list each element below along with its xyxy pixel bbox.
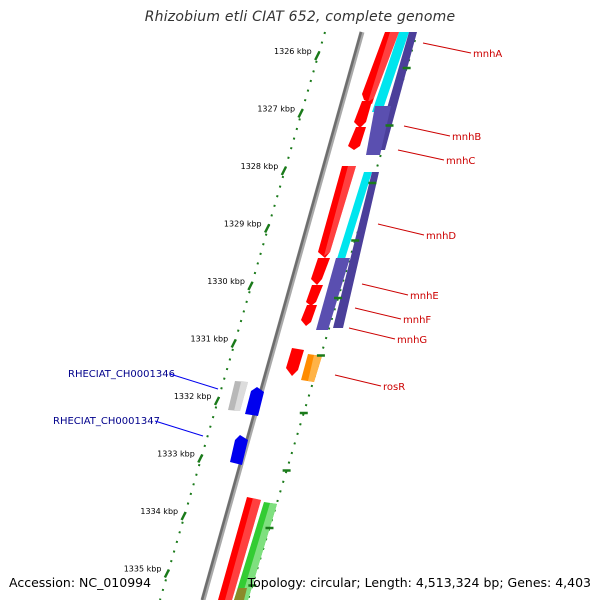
- leader-rheciat-1347: [154, 420, 204, 437]
- tick-label: 1333 kbp: [157, 450, 195, 459]
- leader-mnhB: [403, 125, 451, 137]
- label-rosR: rosR: [383, 382, 405, 393]
- gene-mnhE: [311, 258, 330, 285]
- leader-mnhE: [361, 283, 409, 296]
- leader-mnhF: [354, 307, 402, 320]
- backbone: [200, 31, 363, 600]
- tick-label: 1332 kbp: [174, 392, 212, 401]
- label-rheciat-1347: RHECIAT_CH0001347: [53, 416, 160, 427]
- label-mnhC: mnhC: [446, 156, 475, 167]
- major-tick: [280, 166, 287, 176]
- feature-cyan-2: [336, 172, 372, 262]
- tick-label: 1330 kbp: [207, 277, 245, 286]
- label-mnhE: mnhE: [410, 291, 439, 302]
- gene-rheciat-1346-gray-light: [234, 382, 248, 411]
- tick-label: 1329 kbp: [224, 220, 262, 229]
- label-mnhG: mnhG: [397, 335, 427, 346]
- leader-mnhC: [397, 149, 445, 161]
- leader-mnhG: [348, 327, 396, 340]
- major-tick: [314, 51, 321, 61]
- inner-ruler-ticks: [248, 66, 411, 587]
- tick-label: 1328 kbp: [241, 162, 279, 171]
- leader-rheciat-1346: [169, 373, 219, 390]
- leader-mnhA: [422, 42, 472, 54]
- feature-purple-2b: [316, 258, 350, 330]
- label-mnhB: mnhB: [452, 132, 481, 143]
- topology-summary: Topology: circular; Length: 4,513,324 bp…: [247, 575, 591, 590]
- gene-rosR: [286, 348, 304, 376]
- label-mnhD: mnhD: [426, 231, 456, 242]
- gene-mnhA-shade: [368, 32, 399, 102]
- tick-label: 1334 kbp: [140, 507, 178, 516]
- label-mnhA: mnhA: [473, 49, 502, 60]
- feature-purple-2: [333, 172, 379, 328]
- gene-mnhG: [301, 305, 317, 326]
- major-tick: [180, 511, 187, 521]
- leader-rosR: [334, 374, 382, 387]
- leader-mnhD: [377, 223, 425, 236]
- tick-marks: 1326 kbp 1327 kbp 1328 kbp 1329 kbp 1330 kbp…: [124, 47, 321, 579]
- gene-rheciat-1346-blue: [245, 387, 264, 416]
- accession-text: Accession: NC_010994: [9, 575, 152, 590]
- left-labels: RHECIAT_CH0001346 RHECIAT_CH0001347: [53, 369, 219, 437]
- tick-label: 1327 kbp: [257, 105, 295, 114]
- tick-label: 1326 kbp: [274, 47, 312, 56]
- major-tick: [297, 108, 304, 119]
- major-tick: [163, 568, 171, 579]
- label-rheciat-1346: RHECIAT_CH0001346: [68, 369, 175, 380]
- gene-bottom-red-shade: [225, 498, 261, 600]
- feature-cyan-1: [372, 32, 409, 112]
- feature-bottom-olive: [234, 588, 247, 600]
- feature-rosR-orange-shade: [308, 355, 322, 382]
- major-tick: [213, 396, 221, 406]
- gene-rheciat-1347-blue: [230, 435, 248, 465]
- major-tick: [230, 338, 237, 349]
- map-title: Rhizobium etli CIAT 652, complete genome: [144, 9, 456, 25]
- feature-purple-1b: [366, 106, 391, 155]
- gene-mnhD-shade: [324, 166, 356, 256]
- gene-mnhF: [306, 285, 323, 306]
- gene-mnhB: [354, 101, 372, 128]
- tick-label: 1331 kbp: [191, 335, 229, 344]
- major-tick: [264, 223, 271, 234]
- tick-label: 1335 kbp: [124, 565, 162, 574]
- gene-mnhC: [348, 127, 366, 150]
- right-labels: mnhA mnhB mnhC mnhD mnhE mnhF mnhG rosR: [334, 42, 502, 393]
- major-tick: [247, 281, 254, 291]
- label-mnhF: mnhF: [403, 315, 431, 326]
- major-tick: [197, 453, 204, 464]
